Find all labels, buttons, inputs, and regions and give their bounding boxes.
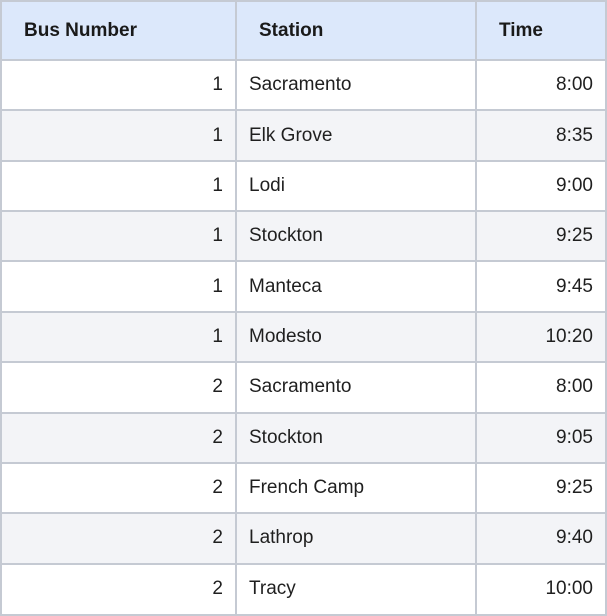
bus-number-cell: 2 xyxy=(2,513,237,565)
time-cell: 9:25 xyxy=(476,211,605,263)
time-cell: 10:20 xyxy=(476,311,605,364)
table-row[interactable]: 2 Tracy 10:00 xyxy=(2,563,605,614)
table-header: Bus Number Station Time xyxy=(2,2,605,61)
time-cell: 8:00 xyxy=(476,60,605,112)
bus-number-cell: 2 xyxy=(2,362,237,414)
table-row[interactable]: 2 Lathrop 9:40 xyxy=(2,513,605,565)
bus-number-cell: 1 xyxy=(2,160,237,213)
station-cell: French Camp xyxy=(236,462,477,515)
station-cell: Lodi xyxy=(236,160,477,213)
time-cell: 8:00 xyxy=(476,362,605,414)
bus-number-cell: 2 xyxy=(2,412,237,464)
table-row[interactable]: 1 Sacramento 8:00 xyxy=(2,60,605,112)
time-cell: 10:00 xyxy=(545,578,593,600)
time-cell: 9:40 xyxy=(476,513,605,565)
station-cell: Manteca xyxy=(236,261,477,313)
bus-number-cell: 1 xyxy=(2,311,237,364)
table-row[interactable]: 1 Manteca 9:45 xyxy=(2,261,605,313)
column-header-bus-number[interactable]: Bus Number xyxy=(2,2,237,61)
station-cell: Modesto xyxy=(236,311,477,364)
table-body: 1 Sacramento 8:00 1 Elk Grove 8:35 1 Lod… xyxy=(2,60,605,614)
time-cell: 9:45 xyxy=(476,261,605,313)
station-cell: Stockton xyxy=(236,211,477,263)
table-row[interactable]: 2 Stockton 9:05 xyxy=(2,412,605,464)
bus-number-cell: 1 xyxy=(2,211,237,263)
column-header-station[interactable]: Station xyxy=(236,2,477,61)
header-row: Bus Number Station Time xyxy=(2,2,605,61)
table-row[interactable]: 1 Elk Grove 8:35 xyxy=(2,110,605,162)
bus-number-cell: 2 xyxy=(2,462,237,515)
bus-number-cell: 1 xyxy=(2,60,237,112)
table-row[interactable]: 2 French Camp 9:25 xyxy=(2,462,605,515)
table-row[interactable]: 1 Modesto 10:20 xyxy=(2,311,605,364)
station-cell: Tracy xyxy=(236,563,477,614)
time-cell: 9:05 xyxy=(476,412,605,464)
bus-number-cell: 1 xyxy=(2,261,237,313)
bus-number-cell: 1 xyxy=(2,110,237,162)
time-cell: 8:35 xyxy=(476,110,605,162)
column-header-time[interactable]: Time xyxy=(476,2,605,61)
station-cell: Sacramento xyxy=(236,60,477,112)
table-row[interactable]: 1 Stockton 9:25 xyxy=(2,211,605,263)
station-cell: Lathrop xyxy=(236,513,477,565)
bus-number-cell: 2 xyxy=(2,563,237,614)
table-row[interactable]: 1 Lodi 9:00 xyxy=(2,160,605,213)
table-row[interactable]: 2 Sacramento 8:00 xyxy=(2,362,605,414)
time-cell: 9:25 xyxy=(476,462,605,515)
station-cell: Sacramento xyxy=(236,362,477,414)
station-cell: Elk Grove xyxy=(236,110,477,162)
station-cell: Stockton xyxy=(236,412,477,464)
time-cell: 9:00 xyxy=(476,160,605,213)
